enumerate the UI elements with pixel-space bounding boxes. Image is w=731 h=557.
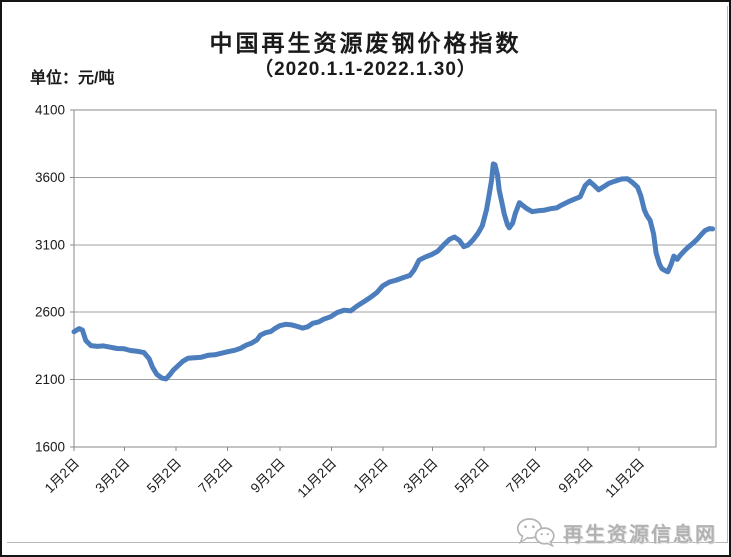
y-axis-label: 1600 xyxy=(35,440,65,455)
y-axis-label: 2600 xyxy=(35,305,65,320)
x-axis-label: 1月2日 xyxy=(42,456,82,496)
y-axis-label: 2100 xyxy=(35,372,65,387)
y-axis-label: 3600 xyxy=(35,170,65,185)
x-axis-label: 3月2日 xyxy=(400,456,440,496)
price-line xyxy=(71,161,716,382)
x-axis-label: 11月2日 xyxy=(295,456,340,501)
x-axis-label: 5月2日 xyxy=(452,456,492,496)
x-axis-label: 11月2日 xyxy=(602,456,647,501)
x-axis-label: 5月2日 xyxy=(144,456,184,496)
x-axis-label: 1月2日 xyxy=(351,456,391,496)
x-axis-label: 9月2日 xyxy=(248,456,288,496)
x-axis-label: 3月2日 xyxy=(92,456,132,496)
y-axis-label: 3100 xyxy=(35,237,65,252)
wechat-icon xyxy=(516,518,555,547)
x-axis-label: 7月2日 xyxy=(195,456,235,496)
x-axis-label: 7月2日 xyxy=(503,456,543,496)
unit-label: 单位：元/吨 xyxy=(30,70,115,87)
watermark: 再生资源信息网 xyxy=(516,517,717,547)
page-subtitle: （2020.1.1-2022.1.30） xyxy=(254,59,477,80)
page-title: 中国再生资源废钢价格指数 xyxy=(209,30,522,56)
x-axis-label: 9月2日 xyxy=(556,456,596,496)
y-axis-label: 4100 xyxy=(35,103,65,118)
plot-border xyxy=(73,109,717,448)
watermark-text: 再生资源信息网 xyxy=(563,523,717,546)
